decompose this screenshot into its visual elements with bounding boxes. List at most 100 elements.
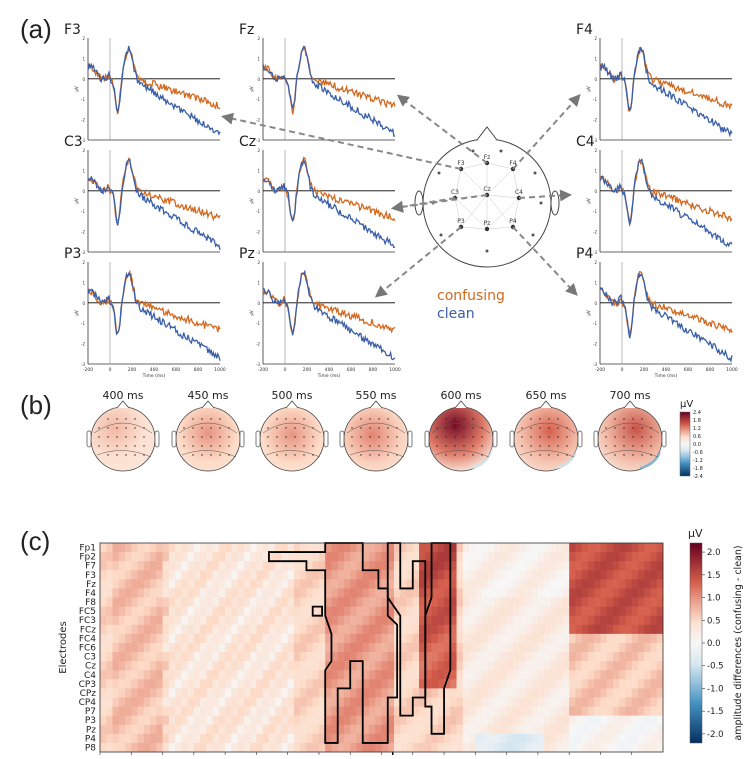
heatmap-cell bbox=[450, 615, 457, 626]
erp-ytick: -1 bbox=[81, 321, 85, 326]
heatmap-cell bbox=[612, 670, 620, 680]
heatmap-cell bbox=[218, 742, 226, 753]
heatmap-cell bbox=[619, 724, 626, 735]
heatmap-cell bbox=[331, 670, 339, 680]
topomap-sensor bbox=[143, 427, 145, 429]
heatmap-cell bbox=[125, 661, 132, 671]
heatmap-cell bbox=[131, 588, 138, 598]
heatmap-cell bbox=[187, 543, 195, 553]
heatmap-cell bbox=[606, 733, 614, 744]
heatmap-cell bbox=[581, 597, 589, 607]
heatmap-cell bbox=[243, 570, 251, 580]
heatmap-cell bbox=[625, 588, 633, 598]
heatmap-cell bbox=[506, 652, 514, 662]
topomap-sensor bbox=[210, 427, 212, 429]
heatmap-cell bbox=[325, 543, 332, 553]
heatmap-cell bbox=[487, 579, 495, 589]
heatmap-cell bbox=[406, 661, 414, 671]
heatmap-cell bbox=[218, 606, 226, 616]
heatmap-cell bbox=[587, 561, 595, 571]
heatmap-cell bbox=[606, 588, 614, 598]
heatmap-cell bbox=[225, 679, 232, 689]
heatmap-cell bbox=[644, 579, 651, 589]
heatmap-cell bbox=[500, 661, 507, 671]
heatmap-cell bbox=[312, 579, 320, 589]
heatmap-cell bbox=[519, 606, 526, 616]
heatmap-cell bbox=[337, 615, 345, 626]
heatmap-cell bbox=[206, 706, 213, 716]
heatmap-cell bbox=[594, 706, 601, 716]
heatmap-cell bbox=[250, 706, 257, 716]
heatmap-cell bbox=[250, 742, 257, 753]
heatmap-cell bbox=[200, 724, 207, 735]
heatmap-cell bbox=[544, 652, 551, 662]
topomap-sensor bbox=[539, 436, 541, 438]
heatmap-cell bbox=[444, 552, 451, 562]
series-clean bbox=[87, 271, 221, 361]
heatmap-cell bbox=[644, 624, 651, 635]
heatmap-cell bbox=[250, 633, 257, 644]
erp-xtick: 600 bbox=[684, 367, 693, 373]
heatmap-cell bbox=[562, 724, 570, 735]
heatmap-cell bbox=[506, 606, 514, 616]
heatmap-cell bbox=[350, 715, 357, 726]
heatmap-cell bbox=[287, 561, 295, 571]
heatmap-cell bbox=[375, 688, 382, 698]
heatmap-cell bbox=[300, 661, 307, 671]
channel-label: P3 bbox=[64, 246, 81, 262]
heatmap-cell bbox=[525, 579, 532, 589]
topomap-sensor bbox=[219, 454, 221, 456]
topomap-sensor bbox=[285, 445, 287, 447]
heatmap-cell bbox=[100, 570, 107, 580]
heatmap-cell bbox=[168, 579, 176, 589]
head-sensor bbox=[471, 149, 475, 153]
topomap-sensor bbox=[228, 427, 230, 429]
heatmap-cell bbox=[381, 706, 389, 716]
heatmap-cell bbox=[143, 642, 151, 653]
heatmap-cell bbox=[387, 552, 395, 562]
heatmap-cell bbox=[500, 652, 507, 662]
heatmap-cell bbox=[231, 633, 238, 644]
heatmap-cell bbox=[243, 715, 251, 726]
heatmap-cell bbox=[375, 661, 382, 671]
heatmap-cell bbox=[243, 606, 251, 616]
heatmap-cell bbox=[587, 543, 595, 553]
heatmap-cell bbox=[469, 543, 476, 553]
heatmap-cell bbox=[519, 688, 526, 698]
heatmap-cell bbox=[537, 706, 545, 716]
heatmap-cell bbox=[631, 670, 639, 680]
heatmap-cell bbox=[118, 543, 126, 553]
heatmap-cell bbox=[537, 724, 545, 735]
heatmap-cell bbox=[350, 661, 357, 671]
heatmap-cell bbox=[425, 633, 432, 644]
heatmap-cell bbox=[600, 552, 607, 562]
heatmap-cell bbox=[181, 670, 188, 680]
heatmap-cell bbox=[112, 724, 120, 735]
heatmap-cell bbox=[456, 588, 464, 598]
heatmap-cell bbox=[243, 579, 251, 589]
heatmap-cell bbox=[406, 606, 414, 616]
topomap-sensor bbox=[210, 445, 212, 447]
heatmap-cell bbox=[237, 724, 245, 735]
heatmap-cell bbox=[281, 570, 288, 580]
heatmap-cell bbox=[293, 642, 301, 653]
topomap-ear bbox=[86, 430, 92, 448]
topomap-ear bbox=[424, 430, 430, 448]
heatmap-cell bbox=[550, 652, 557, 662]
heatmap-cell bbox=[156, 715, 163, 726]
heatmap-cell bbox=[156, 661, 163, 671]
heatmap-cell bbox=[619, 652, 626, 662]
heatmap-cell bbox=[231, 552, 238, 562]
heatmap-cell bbox=[356, 561, 364, 571]
heatmap-cell bbox=[225, 706, 232, 716]
heatmap-cell bbox=[412, 670, 420, 680]
heatmap-cell bbox=[419, 688, 426, 698]
heatmap-cell bbox=[368, 579, 376, 589]
heatmap-cell bbox=[644, 661, 651, 671]
heatmap-cell bbox=[237, 570, 245, 580]
heatmap-cell bbox=[175, 670, 182, 680]
heatmap-cell bbox=[619, 733, 626, 744]
heatmap-cell bbox=[300, 733, 307, 744]
heatmap-cell bbox=[212, 733, 220, 744]
heatmap-cell bbox=[562, 543, 570, 553]
